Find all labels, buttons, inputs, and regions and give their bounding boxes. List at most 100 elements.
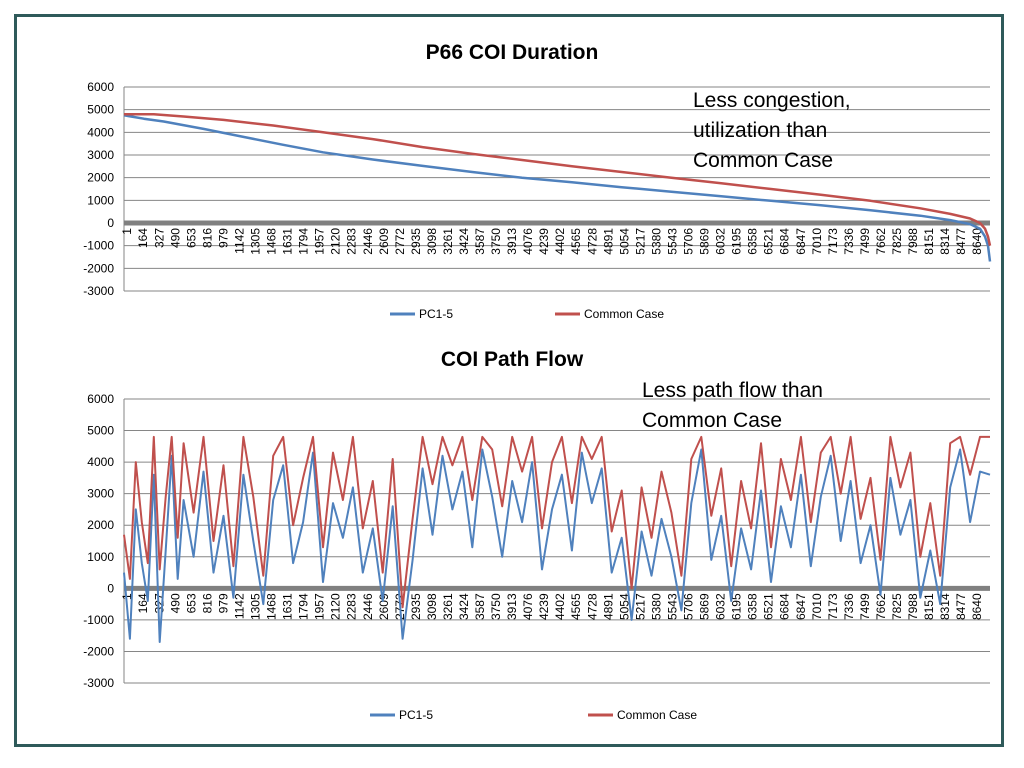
x-tick-label: 2935 (409, 228, 423, 255)
x-tick-label: 2609 (377, 593, 391, 620)
x-tick-label: 3913 (505, 228, 519, 255)
x-tick-label: 4728 (585, 593, 599, 620)
x-tick-label: 2283 (345, 228, 359, 255)
y-tick-label: 1000 (87, 550, 114, 564)
x-tick-label: 5543 (665, 228, 679, 255)
annotation-line-3: Common Case (693, 149, 833, 172)
y-tick-label: 6000 (87, 392, 114, 406)
y-tick-label: -1000 (83, 239, 114, 253)
chart-duration: P66 COI Duration 6000 5000 4000 3000 2000 100… (83, 41, 992, 321)
legend-label-common-case: Common Case (617, 708, 697, 722)
x-tick-label: 3424 (457, 593, 471, 620)
x-tick-label: 4239 (537, 593, 551, 620)
legend: PC1-5 Common Case (370, 708, 697, 722)
x-tick-label: 4565 (569, 593, 583, 620)
annotation-line-1: Less path flow than (642, 379, 823, 402)
x-tick-label: 1 (120, 593, 134, 600)
x-tick-label: 7988 (906, 228, 920, 255)
x-tick-label: 1305 (249, 228, 263, 255)
x-tick-label: 8314 (938, 228, 952, 255)
x-tick-label: 1957 (313, 593, 327, 620)
x-tick-label: 1794 (297, 593, 311, 620)
x-tick-label: 8640 (970, 228, 984, 255)
series-line-pc1-5 (123, 114, 992, 262)
x-tick-label: 979 (216, 593, 230, 613)
y-tick-label: 1000 (87, 193, 114, 207)
x-tick-label: 2120 (329, 228, 343, 255)
x-tick-label: 7825 (890, 593, 904, 620)
x-tick-label: 8151 (922, 228, 936, 255)
x-tick-label: 5054 (617, 228, 631, 255)
x-tick-label: 5054 (617, 593, 631, 620)
y-tick-label: 4000 (87, 125, 114, 139)
x-tick-label: 6195 (730, 593, 744, 620)
slide-frame (14, 14, 1004, 747)
x-tick-label: 2283 (345, 593, 359, 620)
x-tick-label: 653 (184, 593, 198, 613)
chart-title: COI Path Flow (441, 348, 584, 371)
x-tick-label: 1142 (232, 593, 246, 619)
x-tick-label: 7010 (810, 228, 824, 255)
x-tick-label: 1631 (281, 593, 295, 620)
x-tick-label: 5380 (649, 593, 663, 620)
series-line-common-case (123, 435, 990, 609)
x-tick-label: 653 (184, 228, 198, 248)
y-tick-label: 0 (107, 581, 114, 595)
x-tick-label: 3750 (489, 593, 503, 620)
x-tick-label: 2609 (377, 228, 391, 255)
x-tick-label: 2935 (409, 593, 423, 620)
x-tick-label: 5706 (682, 228, 696, 255)
y-tick-label: 3000 (87, 148, 114, 162)
x-tick-label: 6195 (730, 228, 744, 255)
x-tick-label: 4402 (553, 593, 567, 620)
x-tick-label: 490 (168, 593, 182, 613)
x-tick-label: 5543 (665, 593, 679, 620)
x-tick-label: 7662 (874, 228, 888, 255)
x-tick-label: 6521 (762, 593, 776, 620)
x-tick-label: 5706 (682, 593, 696, 620)
x-tick-label: 5217 (633, 228, 647, 255)
x-tick-label: 6684 (778, 228, 792, 255)
x-tick-label: 3098 (425, 228, 439, 255)
x-tick-label: 4402 (553, 228, 567, 255)
x-tick-label: 979 (216, 228, 230, 248)
legend-label-common-case: Common Case (584, 307, 664, 321)
x-tick-label: 4891 (601, 593, 615, 620)
x-tick-label: 2446 (361, 593, 375, 620)
x-tick-label: 2772 (393, 228, 407, 255)
x-tick-label: 8477 (954, 228, 968, 255)
x-tick-label: 7336 (842, 228, 856, 255)
x-tick-label: 1631 (281, 228, 295, 255)
y-tick-label: 0 (107, 216, 114, 230)
x-tick-label: 4565 (569, 228, 583, 255)
x-tick-label: 8314 (938, 593, 952, 620)
x-tick-label: 7499 (858, 593, 872, 620)
x-tick-label: 816 (200, 593, 214, 613)
x-tick-label: 7173 (826, 593, 840, 620)
x-tick-label: 6358 (746, 593, 760, 620)
annotation: Less congestion, utilization than Common… (693, 89, 851, 172)
y-tick-label: -1000 (83, 613, 114, 627)
x-tick-label: 3261 (441, 593, 455, 620)
x-tick-label: 1794 (297, 228, 311, 255)
x-tick-label: 8640 (970, 593, 984, 620)
x-tick-label: 816 (200, 228, 214, 248)
x-tick-label: 327 (152, 228, 166, 248)
x-tick-label: 5869 (698, 228, 712, 255)
x-tick-label: 1468 (265, 593, 279, 620)
y-tick-label: 2000 (87, 518, 114, 532)
x-tick-label: 4076 (521, 593, 535, 620)
x-tick-label: 7010 (810, 593, 824, 620)
x-tick-label: 7988 (906, 593, 920, 620)
y-tick-label: 3000 (87, 487, 114, 501)
y-tick-label: 6000 (87, 80, 114, 94)
x-tick-label: 4728 (585, 228, 599, 255)
x-tick-label: 3587 (473, 228, 487, 255)
x-tick-label: 5217 (633, 593, 647, 620)
annotation-line-2: Common Case (642, 409, 782, 432)
annotation-line-1: Less congestion, (693, 89, 851, 112)
y-tick-label: 2000 (87, 171, 114, 185)
x-tick-label: 6847 (794, 593, 808, 620)
legend-label-pc1-5: PC1-5 (419, 307, 453, 321)
